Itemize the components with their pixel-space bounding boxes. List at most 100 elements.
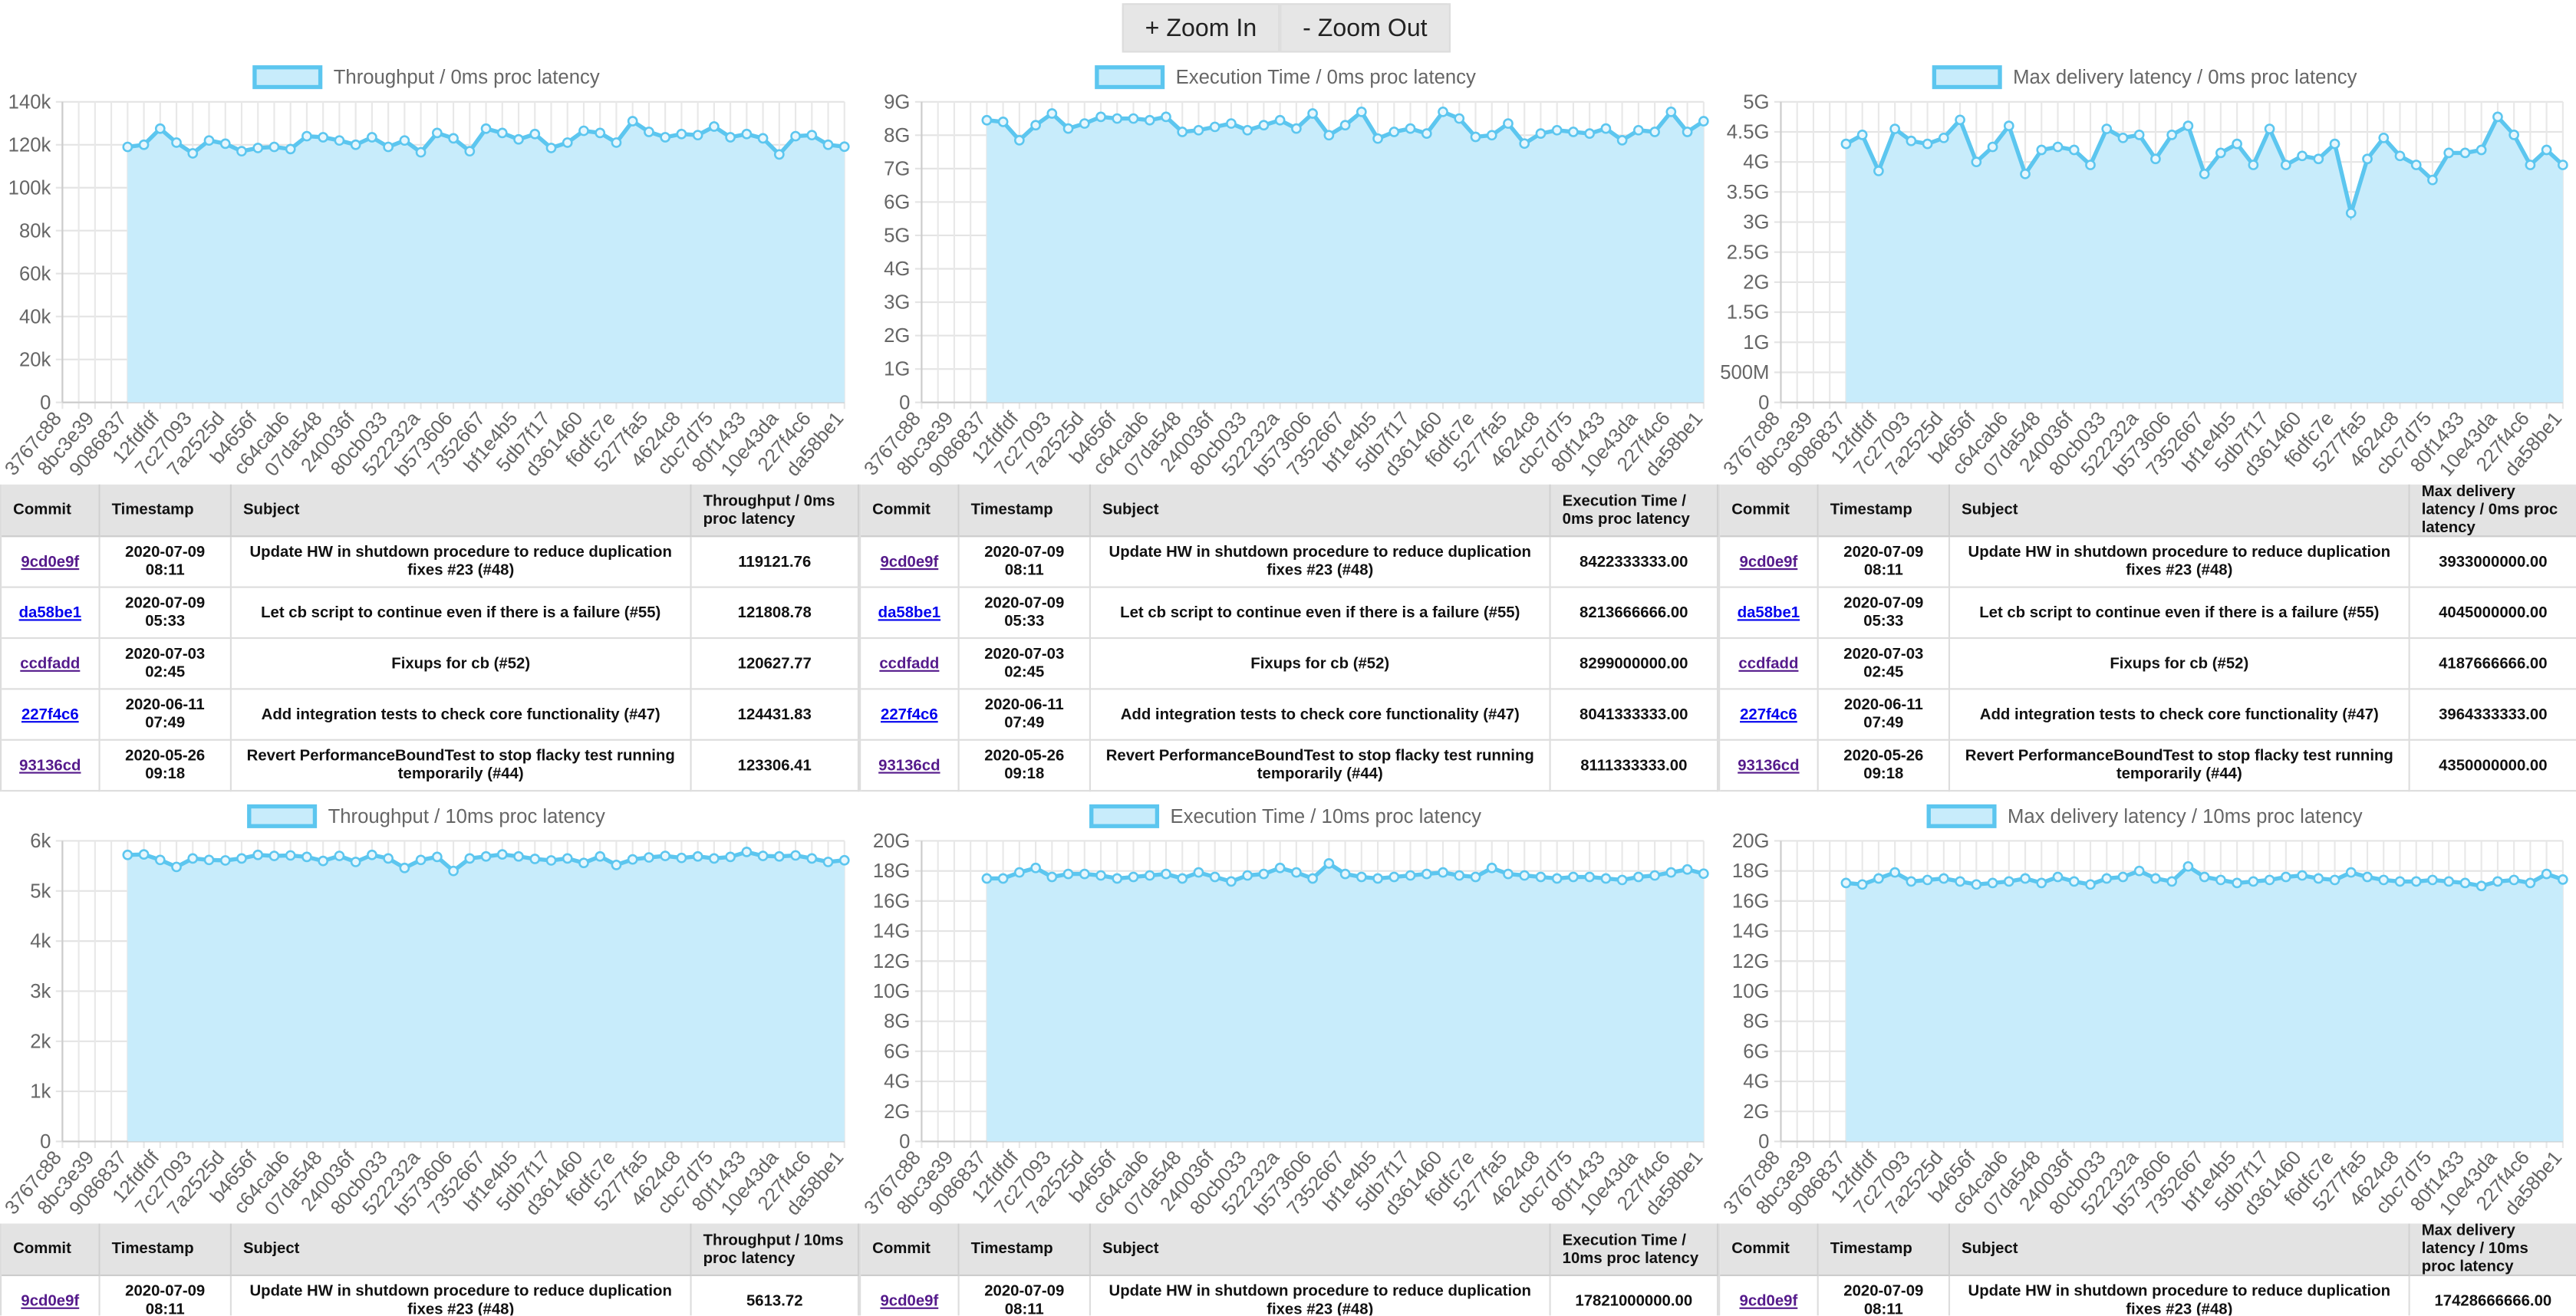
y-tick-label: 3.5G [1727,182,1770,203]
point [1144,870,1155,881]
point [1438,867,1448,878]
y-tick-label: 10G [873,981,911,1002]
point [1873,166,1884,176]
point [1030,120,1041,131]
commit-link[interactable]: 9cd0e9f [880,1291,939,1310]
column-header: Timestamp [959,484,1092,538]
subject-cell: Update HW in shutdown procedure to reduc… [232,1276,692,1316]
commit-cell: 227f4c6 [861,689,960,741]
point [2215,874,2226,886]
point [350,857,361,867]
point [1193,867,1204,878]
point [2068,876,2080,887]
commit-link[interactable]: 9cd0e9f [880,552,939,571]
point [2182,860,2194,872]
legend-swatch [1932,65,2002,90]
point [2558,160,2568,170]
value-cell: 8299000000.00 [1550,639,1719,690]
y-tick-label: 1k [30,1081,51,1103]
column-header: Commit [1720,1223,1819,1277]
commit-link[interactable]: 9cd0e9f [1739,552,1798,571]
point [448,133,459,144]
point [203,135,215,146]
point [2508,874,2520,886]
point [2101,873,2113,884]
point [2525,160,2536,170]
point [1906,876,1917,887]
column-header: Commit [2,1223,100,1277]
point [692,850,703,862]
commit-link[interactable]: da58be1 [18,604,82,622]
point [1856,130,1868,140]
point [773,850,785,862]
subject-cell: Add integration tests to check core func… [1950,689,2410,741]
zoom-out-button[interactable]: - Zoom Out [1280,3,1451,53]
point [236,853,247,864]
timestamp-cell: 2020-06-11 07:49 [100,689,232,741]
point [464,146,476,157]
commit-link[interactable]: 227f4c6 [881,705,938,724]
point [448,865,459,877]
commit-link[interactable]: ccdfadd [20,654,81,673]
chart: 01k2k3k4k5k6k3767c888bc3e39908683712fdfd… [1,804,850,1219]
y-tick-label: 6G [1743,1041,1769,1062]
point [513,133,524,145]
point [1421,868,1432,880]
commit-link[interactable]: da58be1 [1737,604,1800,622]
y-tick-label: 6k [30,831,51,852]
commit-link[interactable]: 9cd0e9f [21,552,80,571]
point [1388,127,1400,137]
commit-link[interactable]: 93136cd [19,756,81,775]
point [709,121,720,132]
point [2248,876,2259,887]
commit-link[interactable]: 227f4c6 [21,705,79,724]
commit-link[interactable]: 9cd0e9f [1739,1291,1798,1310]
value-cell: 5613.72 [692,1276,860,1316]
point [838,854,850,866]
y-tick-label: 60k [19,263,51,285]
point [545,143,557,153]
commit-link[interactable]: 227f4c6 [1740,705,1797,724]
point [1209,871,1220,883]
commit-link[interactable]: 93136cd [1738,756,1800,775]
point [1144,114,1155,126]
point [773,149,785,160]
point [1519,870,1530,881]
point [2264,123,2275,134]
commit-cell: 9cd0e9f [2,1276,100,1316]
point [1046,871,1058,883]
commit-link[interactable]: 9cd0e9f [21,1291,80,1310]
point [2003,120,2014,131]
commit-link[interactable]: ccdfadd [1738,654,1799,673]
timestamp-cell: 2020-07-09 08:11 [100,1276,232,1316]
y-tick-label: 8G [884,1011,910,1032]
point [1633,871,1644,883]
point [318,855,329,867]
point [219,138,231,150]
point [1503,118,1514,129]
y-tick-label: 2k [30,1031,51,1052]
point [660,132,671,143]
point [1938,132,1949,143]
point [2199,871,2210,883]
timestamp-cell: 2020-05-26 09:18 [1818,740,1951,792]
commit-link[interactable]: 93136cd [878,756,940,775]
y-tick-label: 4.5G [1727,122,1770,143]
column-header: Timestamp [1818,484,1951,538]
point [757,133,769,144]
subject-cell: Let cb script to continue even if there … [1091,587,1551,640]
y-tick-label: 3G [884,292,910,314]
point [838,141,850,153]
value-cell: 124431.83 [691,689,860,741]
point [1274,114,1286,126]
commit-cell: 9cd0e9f [1720,537,1819,588]
commit-link[interactable]: da58be1 [878,604,941,622]
point [2232,138,2242,150]
point [2492,876,2503,887]
point [1889,867,1900,878]
column-header: Commit [2,484,100,538]
commit-link[interactable]: ccdfadd [879,654,940,673]
zoom-in-button[interactable]: + Zoom In [1122,3,1280,53]
point [2215,147,2226,159]
